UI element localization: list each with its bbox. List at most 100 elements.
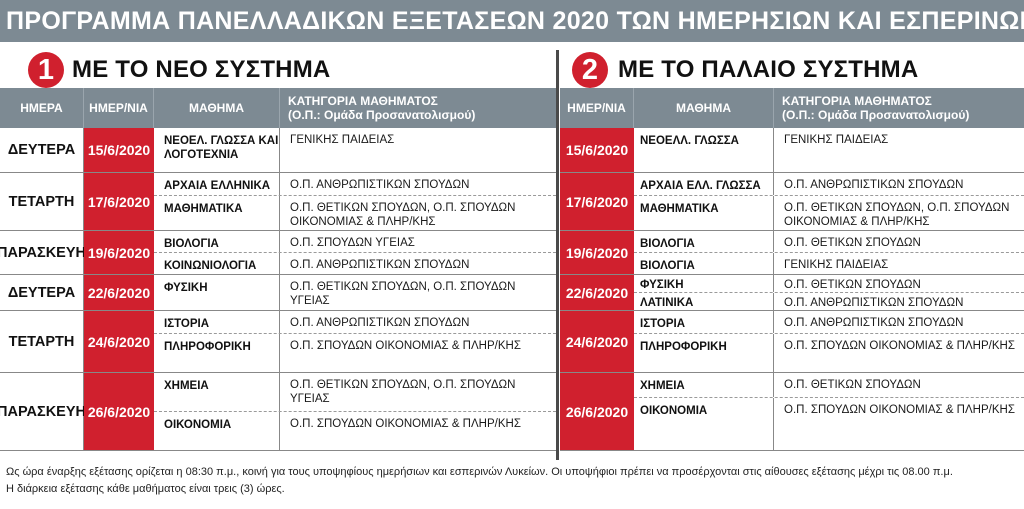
header-category-label: ΚΑΤΗΓΟΡΙΑ ΜΑΘΗΜΑΤΟΣ xyxy=(782,94,932,108)
header-category-note: (Ο.Π.: Ομάδα Προσανατολισμού) xyxy=(782,108,970,122)
table-row: 24/6/2020 ΙΣΤΟΡΙΑ Ο.Π. ΑΝΘΡΩΠΙΣΤΙΚΩΝ ΣΠΟ… xyxy=(560,310,1024,372)
subject-cell: ΝΕΟΕΛΛ. ΓΛΩΣΣΑ xyxy=(634,128,774,172)
exam-entry: ΑΡΧΑΙΑ ΕΛΛ. ΓΛΩΣΣΑ Ο.Π. ΑΝΘΡΩΠΙΣΤΙΚΩΝ ΣΠ… xyxy=(634,173,1024,195)
schedule-table: 15/6/2020 ΝΕΟΕΛΛ. ΓΛΩΣΣΑ ΓΕΝΙΚΗΣ ΠΑΙΔΕΙΑ… xyxy=(560,128,1024,451)
subject-cell: ΦΥΣΙΚΗ xyxy=(154,275,280,310)
category-cell: Ο.Π. ΑΝΘΡΩΠΙΣΤΙΚΩΝ ΣΠΟΥΔΩΝ xyxy=(784,317,964,329)
subject-cell: ΟΙΚΟΝΟΜΙΑ xyxy=(634,398,774,450)
table-row: ΔΕΥΤΕΡΑ 15/6/2020 ΝΕΟΕΛ. ΓΛΩΣΣΑ ΚΑΙ ΛΟΓΟ… xyxy=(0,128,556,172)
exam-entry: ΒΙΟΛΟΓΙΑ ΓΕΝΙΚΗΣ ΠΑΙΔΕΙΑΣ xyxy=(634,252,1024,274)
exam-entry: ΛΑΤΙΝΙΚΑ Ο.Π. ΑΝΘΡΩΠΙΣΤΙΚΩΝ ΣΠΟΥΔΩΝ xyxy=(634,292,1024,310)
exam-entry: ΒΙΟΛΟΓΙΑ Ο.Π. ΣΠΟΥΔΩΝ ΥΓΕΙΑΣ xyxy=(154,231,556,252)
subject-cell: ΛΑΤΙΝΙΚΑ xyxy=(634,293,774,310)
subject-cell: ΑΡΧΑΙΑ ΕΛΛΗΝΙΚΑ xyxy=(154,173,280,195)
exam-entry: ΜΑΘΗΜΑΤΙΚΑ Ο.Π. ΘΕΤΙΚΩΝ ΣΠΟΥΔΩΝ, Ο.Π. ΣΠ… xyxy=(634,195,1024,230)
category-cell: Ο.Π. ΘΕΤΙΚΩΝ ΣΠΟΥΔΩΝ xyxy=(784,237,921,249)
exam-entry: ΟΙΚΟΝΟΜΙΑ Ο.Π. ΣΠΟΥΔΩΝ ΟΙΚΟΝΟΜΙΑΣ & ΠΛΗΡ… xyxy=(634,397,1024,450)
date-cell: 22/6/2020 xyxy=(84,275,154,310)
subject-cell: ΒΙΟΛΟΓΙΑ xyxy=(634,231,774,252)
table-row: 22/6/2020 ΦΥΣΙΚΗ Ο.Π. ΘΕΤΙΚΩΝ ΣΠΟΥΔΩΝ ΛΑ… xyxy=(560,274,1024,310)
exam-entry: ΝΕΟΕΛ. ΓΛΩΣΣΑ ΚΑΙ ΛΟΓΟΤΕΧΝΙΑ ΓΕΝΙΚΗΣ ΠΑΙ… xyxy=(154,128,556,172)
footer-line: Ως ώρα έναρξης εξέτασης ορίζεται η 08:30… xyxy=(6,466,953,478)
table-row: ΔΕΥΤΕΡΑ 22/6/2020 ΦΥΣΙΚΗ Ο.Π. ΘΕΤΙΚΩΝ ΣΠ… xyxy=(0,274,556,310)
date-cell: 15/6/2020 xyxy=(560,128,634,172)
category-cell: Ο.Π. ΑΝΘΡΩΠΙΣΤΙΚΩΝ ΣΠΟΥΔΩΝ xyxy=(290,317,470,329)
day-cell: ΠΑΡΑΣΚΕΥΗ xyxy=(0,231,86,274)
table-header: ΗΜΕΡΑ ΗΜΕΡ/ΝΙΑ ΜΑΘΗΜΑ ΚΑΤΗΓΟΡΙΑ ΜΑΘΗΜΑΤΟ… xyxy=(0,88,556,128)
category-cell: Ο.Π. ΣΠΟΥΔΩΝ ΥΓΕΙΑΣ xyxy=(290,237,415,249)
exam-entry: ΧΗΜΕΙΑ Ο.Π. ΘΕΤΙΚΩΝ ΣΠΟΥΔΩΝ, Ο.Π. ΣΠΟΥΔΩ… xyxy=(154,373,556,411)
old-system-section: 2 ΜΕ ΤΟ ΠΑΛΑΙΟ ΣΥΣΤΗΜΑ ΗΜΕΡ/ΝΙΑ ΜΑΘΗΜΑ Κ… xyxy=(560,50,1024,460)
category-cell: ΓΕΝΙΚΗΣ ΠΑΙΔΕΙΑΣ xyxy=(784,134,889,146)
subject-cell: ΑΡΧΑΙΑ ΕΛΛ. ΓΛΩΣΣΑ xyxy=(634,173,774,195)
header-category-note: (Ο.Π.: Ομάδα Προσανατολισμού) xyxy=(288,108,476,122)
category-cell: Ο.Π. ΣΠΟΥΔΩΝ ΟΙΚΟΝΟΜΙΑΣ & ΠΛΗΡ/ΚΗΣ xyxy=(290,340,521,352)
day-cell: ΤΕΤΑΡΤΗ xyxy=(0,173,84,230)
exam-entry: ΠΛΗΡΟΦΟΡΙΚΗ Ο.Π. ΣΠΟΥΔΩΝ ΟΙΚΟΝΟΜΙΑΣ & ΠΛ… xyxy=(634,333,1024,372)
date-cell: 19/6/2020 xyxy=(560,231,634,274)
page-title: ΠΡΟΓΡΑΜΜΑ ΠΑΝΕΛΛΑΔΙΚΩΝ ΕΞΕΤΑΣΕΩΝ 2020 ΤΩ… xyxy=(0,0,1024,42)
section-number-badge: 1 xyxy=(28,52,64,88)
table-row: ΤΕΤΑΡΤΗ 24/6/2020 ΙΣΤΟΡΙΑ Ο.Π. ΑΝΘΡΩΠΙΣΤ… xyxy=(0,310,556,372)
exam-entry: ΜΑΘΗΜΑΤΙΚΑ Ο.Π. ΘΕΤΙΚΩΝ ΣΠΟΥΔΩΝ, Ο.Π. ΣΠ… xyxy=(154,195,556,230)
category-cell: Ο.Π. ΣΠΟΥΔΩΝ ΟΙΚΟΝΟΜΙΑΣ & ΠΛΗΡ/ΚΗΣ xyxy=(784,404,1015,416)
table-header: ΗΜΕΡ/ΝΙΑ ΜΑΘΗΜΑ ΚΑΤΗΓΟΡΙΑ ΜΑΘΗΜΑΤΟΣ (Ο.Π… xyxy=(560,88,1024,128)
header-category: ΚΑΤΗΓΟΡΙΑ ΜΑΘΗΜΑΤΟΣ (Ο.Π.: Ομάδα Προσανα… xyxy=(280,88,556,128)
subject-cell: ΠΛΗΡΟΦΟΡΙΚΗ xyxy=(634,334,774,372)
subject-cell: ΙΣΤΟΡΙΑ xyxy=(634,311,774,333)
schedule-table: ΔΕΥΤΕΡΑ 15/6/2020 ΝΕΟΕΛ. ΓΛΩΣΣΑ ΚΑΙ ΛΟΓΟ… xyxy=(0,128,556,451)
date-cell: 26/6/2020 xyxy=(84,373,154,450)
date-cell: 17/6/2020 xyxy=(560,173,634,230)
exam-entry: ΒΙΟΛΟΓΙΑ Ο.Π. ΘΕΤΙΚΩΝ ΣΠΟΥΔΩΝ xyxy=(634,231,1024,252)
category-cell: Ο.Π. ΑΝΘΡΩΠΙΣΤΙΚΩΝ ΣΠΟΥΔΩΝ xyxy=(290,179,470,191)
category-cell: Ο.Π. ΘΕΤΙΚΩΝ ΣΠΟΥΔΩΝ, Ο.Π. ΣΠΟΥΔΩΝ ΥΓΕΙΑ… xyxy=(290,281,516,307)
new-system-heading: 1 ΜΕ ΤΟ ΝΕΟ ΣΥΣΤΗΜΑ xyxy=(0,50,556,88)
exam-entry: ΑΡΧΑΙΑ ΕΛΛΗΝΙΚΑ Ο.Π. ΑΝΘΡΩΠΙΣΤΙΚΩΝ ΣΠΟΥΔ… xyxy=(154,173,556,195)
exam-entry: ΙΣΤΟΡΙΑ Ο.Π. ΑΝΘΡΩΠΙΣΤΙΚΩΝ ΣΠΟΥΔΩΝ xyxy=(634,311,1024,333)
old-system-heading: 2 ΜΕ ΤΟ ΠΑΛΑΙΟ ΣΥΣΤΗΜΑ xyxy=(560,50,1024,88)
date-cell: 24/6/2020 xyxy=(560,311,634,372)
section-divider xyxy=(556,50,559,460)
category-cell: ΓΕΝΙΚΗΣ ΠΑΙΔΕΙΑΣ xyxy=(290,134,395,146)
exam-entry: ΦΥΣΙΚΗ Ο.Π. ΘΕΤΙΚΩΝ ΣΠΟΥΔΩΝ, Ο.Π. ΣΠΟΥΔΩ… xyxy=(154,275,556,310)
table-row: 17/6/2020 ΑΡΧΑΙΑ ΕΛΛ. ΓΛΩΣΣΑ Ο.Π. ΑΝΘΡΩΠ… xyxy=(560,172,1024,230)
subject-cell: ΚΟΙΝΩΝΙΟΛΟΓΙΑ xyxy=(154,253,280,274)
subject-cell: ΒΙΟΛΟΓΙΑ xyxy=(634,253,774,274)
new-system-section: 1 ΜΕ ΤΟ ΝΕΟ ΣΥΣΤΗΜΑ ΗΜΕΡΑ ΗΜΕΡ/ΝΙΑ ΜΑΘΗΜ… xyxy=(0,50,556,460)
subject-cell: ΠΛΗΡΟΦΟΡΙΚΗ xyxy=(154,334,280,372)
category-cell: Ο.Π. ΑΝΘΡΩΠΙΣΤΙΚΩΝ ΣΠΟΥΔΩΝ xyxy=(784,297,964,309)
section-title: ΜΕ ΤΟ ΝΕΟ ΣΥΣΤΗΜΑ xyxy=(72,56,331,83)
header-subject: ΜΑΘΗΜΑ xyxy=(154,88,280,128)
date-cell: 22/6/2020 xyxy=(560,275,634,310)
category-cell: Ο.Π. ΘΕΤΙΚΩΝ ΣΠΟΥΔΩΝ, Ο.Π. ΣΠΟΥΔΩΝ ΟΙΚΟΝ… xyxy=(784,202,1010,228)
header-date: ΗΜΕΡ/ΝΙΑ xyxy=(84,88,154,128)
footer-line: Η διάρκεια εξέτασης κάθε μαθήματος είναι… xyxy=(6,483,285,495)
subject-cell: ΜΑΘΗΜΑΤΙΚΑ xyxy=(154,196,280,230)
footer-note: Ως ώρα έναρξης εξέτασης ορίζεται η 08:30… xyxy=(0,464,1024,498)
exam-entry: ΠΛΗΡΟΦΟΡΙΚΗ Ο.Π. ΣΠΟΥΔΩΝ ΟΙΚΟΝΟΜΙΑΣ & ΠΛ… xyxy=(154,333,556,372)
table-row: ΠΑΡΑΣΚΕΥΗ 26/6/2020 ΧΗΜΕΙΑ Ο.Π. ΘΕΤΙΚΩΝ … xyxy=(0,372,556,450)
subject-cell: ΦΥΣΙΚΗ xyxy=(634,275,774,292)
date-cell: 24/6/2020 xyxy=(84,311,154,372)
section-number-badge: 2 xyxy=(572,52,608,88)
date-cell: 17/6/2020 xyxy=(84,173,154,230)
exam-entry: ΝΕΟΕΛΛ. ΓΛΩΣΣΑ ΓΕΝΙΚΗΣ ΠΑΙΔΕΙΑΣ xyxy=(634,128,1024,172)
subject-cell: ΜΑΘΗΜΑΤΙΚΑ xyxy=(634,196,774,230)
exam-entry: ΦΥΣΙΚΗ Ο.Π. ΘΕΤΙΚΩΝ ΣΠΟΥΔΩΝ xyxy=(634,275,1024,292)
date-cell: 19/6/2020 xyxy=(84,231,154,274)
section-title: ΜΕ ΤΟ ΠΑΛΑΙΟ ΣΥΣΤΗΜΑ xyxy=(618,56,919,83)
date-cell: 15/6/2020 xyxy=(84,128,154,172)
day-cell: ΔΕΥΤΕΡΑ xyxy=(0,275,84,310)
header-category: ΚΑΤΗΓΟΡΙΑ ΜΑΘΗΜΑΤΟΣ (Ο.Π.: Ομάδα Προσανα… xyxy=(774,88,1024,128)
subject-cell: ΒΙΟΛΟΓΙΑ xyxy=(154,231,280,252)
table-row: ΤΕΤΑΡΤΗ 17/6/2020 ΑΡΧΑΙΑ ΕΛΛΗΝΙΚΑ Ο.Π. Α… xyxy=(0,172,556,230)
category-cell: Ο.Π. ΣΠΟΥΔΩΝ ΟΙΚΟΝΟΜΙΑΣ & ΠΛΗΡ/ΚΗΣ xyxy=(290,418,521,430)
category-cell: Ο.Π. ΘΕΤΙΚΩΝ ΣΠΟΥΔΩΝ, Ο.Π. ΣΠΟΥΔΩΝ ΥΓΕΙΑ… xyxy=(290,379,516,405)
date-cell: 26/6/2020 xyxy=(560,373,634,450)
header-subject: ΜΑΘΗΜΑ xyxy=(634,88,774,128)
category-cell: Ο.Π. ΘΕΤΙΚΩΝ ΣΠΟΥΔΩΝ xyxy=(784,279,921,291)
table-row: 26/6/2020 ΧΗΜΕΙΑ Ο.Π. ΘΕΤΙΚΩΝ ΣΠΟΥΔΩΝ ΟΙ… xyxy=(560,372,1024,450)
day-cell: ΠΑΡΑΣΚΕΥΗ xyxy=(0,373,86,450)
exam-entry: ΙΣΤΟΡΙΑ Ο.Π. ΑΝΘΡΩΠΙΣΤΙΚΩΝ ΣΠΟΥΔΩΝ xyxy=(154,311,556,333)
subject-cell: ΧΗΜΕΙΑ xyxy=(154,373,280,411)
